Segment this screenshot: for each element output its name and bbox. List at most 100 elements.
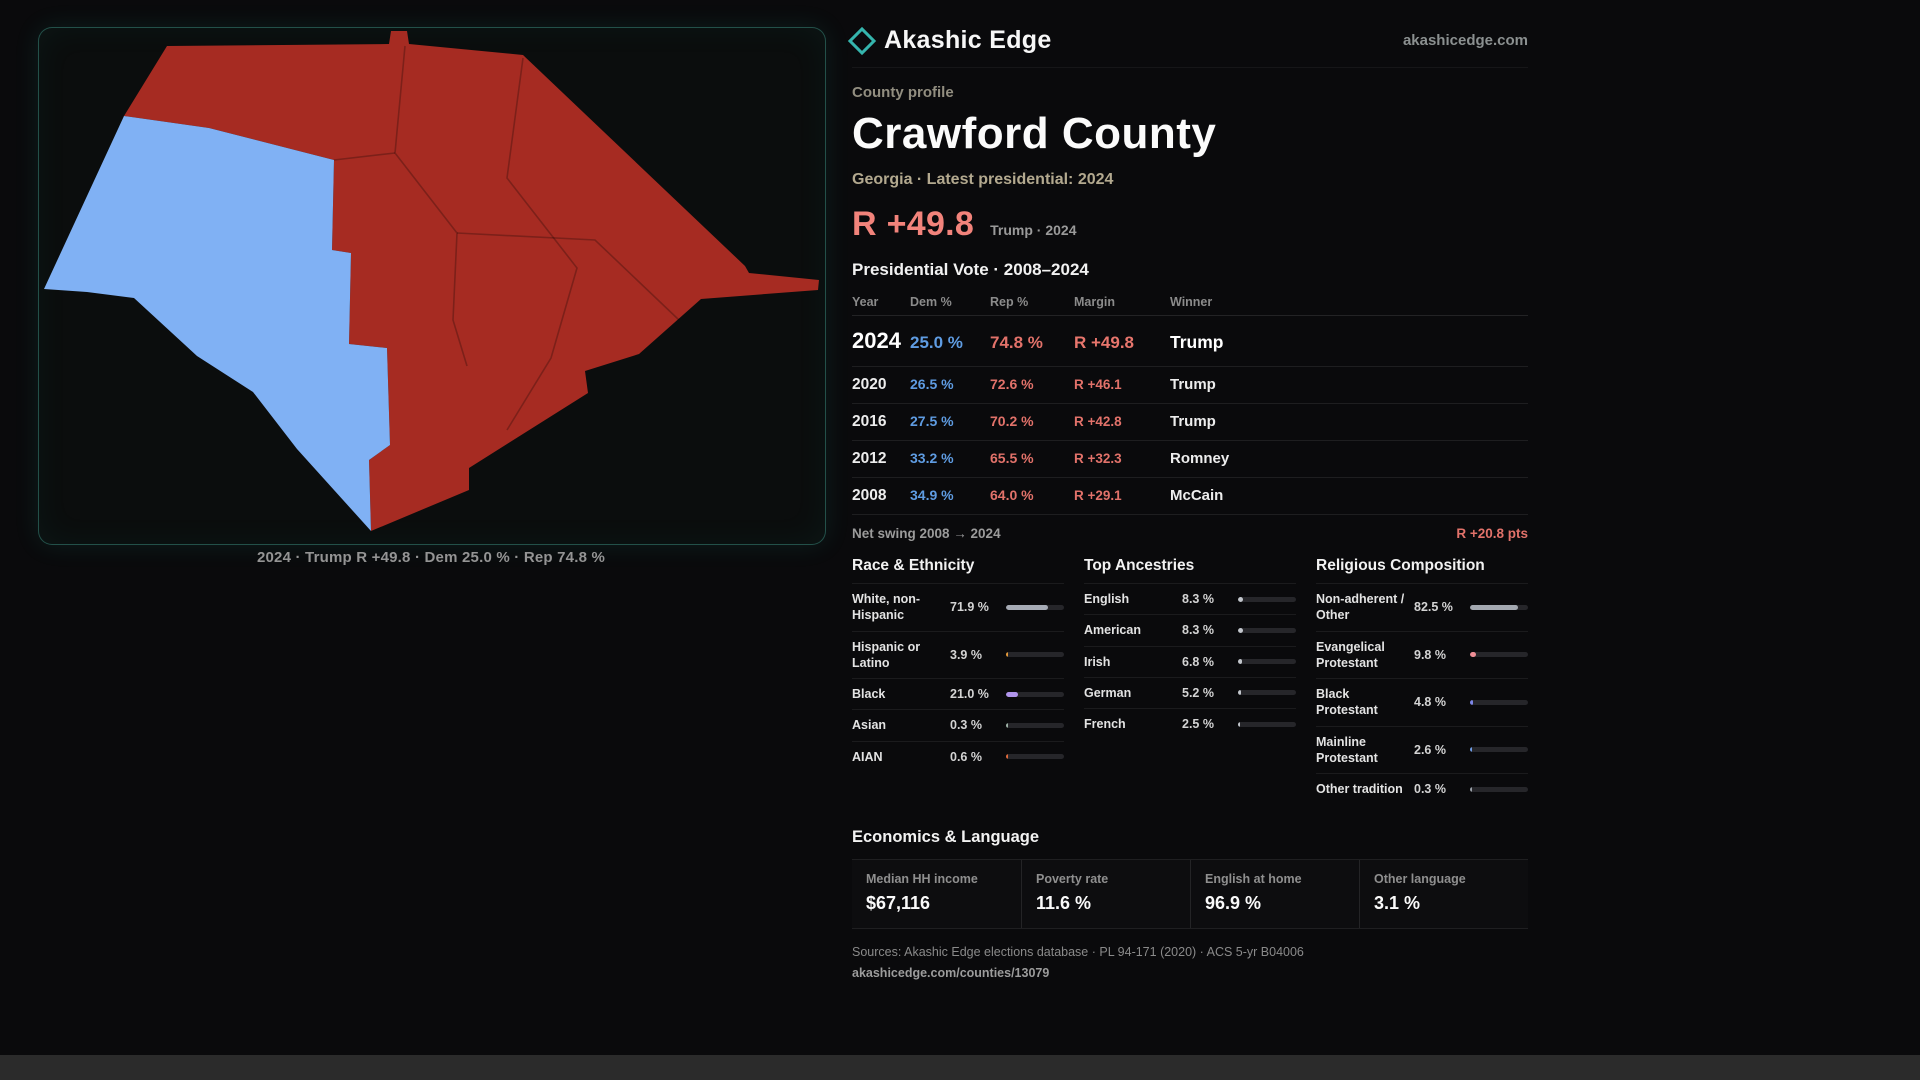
econ-stat: Median HH income $67,116 — [852, 860, 1021, 928]
stat-bar-fill — [1006, 604, 1048, 610]
cell-year: 2016 — [852, 413, 887, 430]
stat-value: 5.2 % — [1182, 685, 1214, 700]
stat-value: 3.9 % — [950, 647, 982, 662]
stat-bar — [1470, 604, 1528, 610]
stat-bar — [1238, 596, 1296, 602]
religion-title: Religious Composition — [1316, 557, 1485, 574]
stat-label: Other tradition — [1316, 782, 1403, 796]
cell-winner: McCain — [1170, 487, 1224, 504]
stat-bar-fill — [1238, 659, 1242, 665]
footer-permalink[interactable]: akashicedge.com/counties/13079 — [852, 966, 1050, 981]
stat-bar — [1006, 652, 1064, 658]
list-item: German 5.2 % — [1084, 676, 1296, 708]
stat-value: 0.6 % — [950, 749, 982, 764]
cell-rep: 65.5 % — [990, 450, 1034, 466]
list-item: Other tradition 0.3 % — [1316, 773, 1528, 804]
map-dem-region — [44, 116, 390, 531]
vote-table-header: Year Dem % Rep % Margin Winner — [852, 288, 1528, 316]
cell-dem: 26.5 % — [910, 376, 954, 392]
demographics-section: Race & Ethnicity White, non-Hispanic 71.… — [852, 557, 1528, 804]
cell-winner: Trump — [1170, 332, 1224, 352]
stat-bar — [1006, 754, 1064, 760]
table-row: 2024 25.0 % 74.8 % R +49.8 Trump — [852, 316, 1528, 367]
brand-domain-link[interactable]: akashicedge.com — [1402, 32, 1528, 49]
stat-bar — [1238, 659, 1296, 665]
list-item: American 8.3 % — [1084, 614, 1296, 645]
stat-bar-fill — [1470, 699, 1473, 705]
stat-value: 9.8 % — [1414, 647, 1446, 662]
stat-label: French — [1084, 717, 1126, 731]
list-item: Non-adherent / Other 82.5 % — [1316, 583, 1528, 631]
cell-margin: R +49.8 — [1074, 333, 1135, 352]
stat-label: Asian — [852, 718, 887, 733]
cell-rep: 74.8 % — [990, 333, 1043, 352]
stat-bar-fill — [1238, 627, 1243, 633]
cell-winner: Trump — [1170, 413, 1216, 430]
stat-bar-fill — [1470, 604, 1518, 610]
stat-bar-fill — [1470, 786, 1472, 792]
stat-bar-fill — [1006, 754, 1008, 760]
cell-dem: 25.0 % — [910, 333, 963, 352]
map-rep-region — [124, 31, 819, 531]
stat-bar — [1006, 691, 1064, 697]
stat-value: 0.3 % — [950, 718, 982, 733]
cell-dem: 27.5 % — [910, 413, 954, 429]
list-item: Black Protestant 4.8 % — [1316, 678, 1528, 726]
stat-bar — [1470, 786, 1528, 792]
stat-bar-fill — [1470, 747, 1472, 753]
cell-winner: Trump — [1170, 376, 1216, 393]
econ-stat-label: Median HH income — [866, 872, 978, 887]
stat-bar-fill — [1238, 721, 1240, 727]
col-header-rep: Rep % — [990, 295, 1029, 309]
vote-table: Year Dem % Rep % Margin Winner 2024 25.0… — [852, 288, 1528, 549]
cell-year: 2020 — [852, 376, 887, 393]
econ-stat: Other language 3.1 % — [1359, 860, 1528, 929]
stat-bar-fill — [1238, 690, 1242, 696]
stat-bar — [1006, 722, 1064, 728]
profile-subtitle: Georgia · Latest presidential: 2024 — [852, 171, 1114, 188]
col-header-dem: Dem % — [910, 295, 952, 309]
brand-diamond-icon — [847, 26, 877, 55]
stat-label: American — [1084, 623, 1141, 638]
ancestries-column: Top Ancestries English 8.3 % American 8.… — [1084, 557, 1296, 804]
stat-value: 6.8 % — [1182, 654, 1214, 669]
stat-bar — [1238, 690, 1296, 696]
stat-bar-fill — [1006, 722, 1008, 728]
cell-margin: R +29.1 — [1074, 488, 1122, 503]
list-item: Hispanic or Latino 3.9 % — [852, 630, 1064, 679]
cell-rep: 64.0 % — [990, 487, 1034, 503]
race-ethnicity-title: Race & Ethnicity — [852, 557, 975, 574]
stat-bar — [1238, 721, 1296, 727]
net-swing-label: Net swing 2008 → 2024 — [852, 526, 1001, 541]
table-row: 2012 33.2 % 65.5 % R +32.3 Romney — [852, 441, 1528, 478]
cell-year: 2024 — [852, 328, 901, 353]
cell-dem: 34.9 % — [910, 487, 954, 503]
list-item: Mainline Protestant 2.6 % — [1316, 725, 1528, 774]
cell-margin: R +42.8 — [1074, 414, 1122, 429]
col-header-winner: Winner — [1170, 295, 1213, 309]
table-row: 2016 27.5 % 70.2 % R +42.8 Trump — [852, 404, 1528, 441]
col-header-margin: Margin — [1074, 295, 1115, 309]
religion-column: Religious Composition Non-adherent / Oth… — [1316, 557, 1528, 804]
cell-margin: R +46.1 — [1074, 377, 1122, 392]
stat-label: English — [1084, 592, 1130, 606]
ancestries-title: Top Ancestries — [1084, 557, 1195, 574]
econ-stat-value: $67,116 — [866, 893, 931, 914]
net-swing-value: R +20.8 pts — [1456, 526, 1528, 541]
stat-value: 21.0 % — [950, 687, 989, 702]
list-item: Evangelical Protestant 9.8 % — [1316, 630, 1528, 679]
cell-dem: 33.2 % — [910, 450, 954, 466]
stat-bar-fill — [1238, 596, 1243, 602]
cell-year: 2012 — [852, 450, 887, 467]
bottom-bar — [0, 1055, 1920, 1080]
brand-header: Akashic Edge akashicedge.com — [847, 26, 1528, 68]
stat-value: 8.3 % — [1182, 592, 1214, 607]
stat-value: 71.9 % — [950, 600, 989, 615]
econ-stat-value: 96.9 % — [1205, 893, 1262, 914]
stat-label: Black Protestant — [1316, 687, 1378, 718]
stat-label: Non-adherent / Other — [1316, 592, 1405, 623]
econ-stat-value: 3.1 % — [1374, 893, 1421, 914]
list-item: French 2.5 % — [1084, 708, 1296, 739]
stat-value: 2.6 % — [1414, 742, 1446, 757]
stat-bar-fill — [1006, 652, 1009, 658]
